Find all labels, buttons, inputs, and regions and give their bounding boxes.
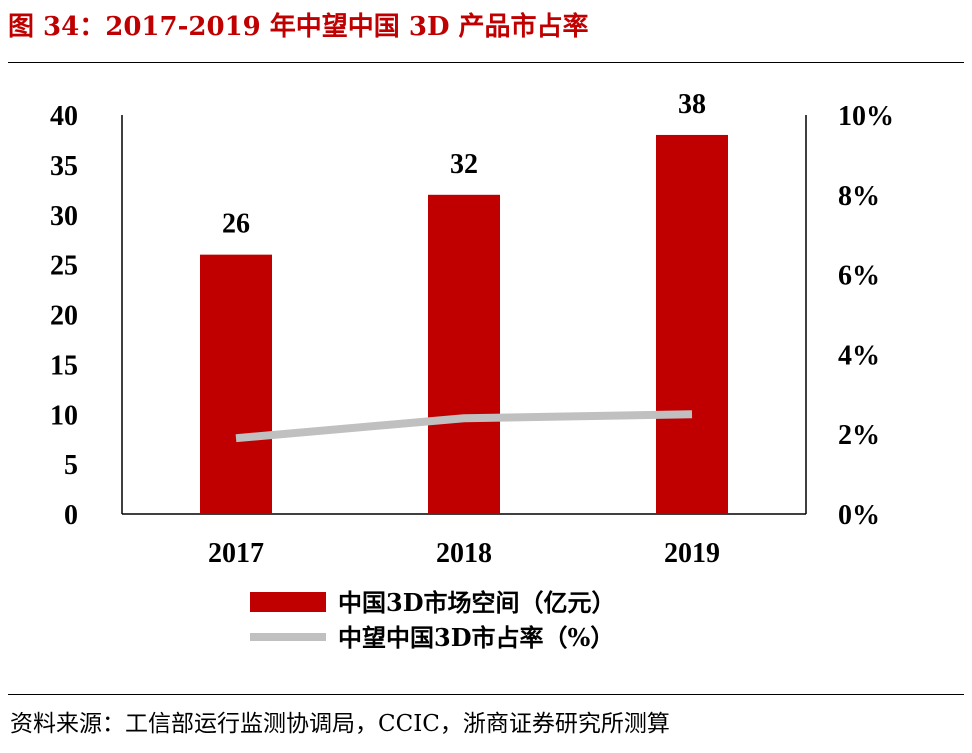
bar [656,134,728,514]
legend-swatch-bar [250,592,326,612]
bar [428,194,500,515]
left-tick-label: 20 [50,301,78,332]
right-tick-label: 4% [838,340,880,371]
x-tick-label: 2019 [664,538,720,569]
right-tick-label: 6% [838,261,880,292]
left-tick-label: 0 [64,500,78,531]
right-tick-label: 8% [838,181,880,212]
left-tick-label: 25 [50,251,78,282]
chart: 26 32 38 0 5 10 15 20 25 30 35 40 0% 2% 4% 6% 8% 10% 20… [50,89,894,652]
left-tick-label: 15 [50,350,78,381]
right-tick-label: 10% [838,101,894,132]
left-tick-label: 35 [50,151,78,182]
title-divider [8,62,964,63]
bar-value-label: 26 [222,209,250,240]
left-tick-label: 40 [50,101,78,132]
legend-label-line: 中望中国3D市占率（%） [338,623,614,652]
line-series [235,410,693,443]
legend: 中国3D市场空间（亿元） 中望中国3D市占率（%） [250,588,616,652]
source-divider [8,694,964,695]
left-axis-ticks: 0 5 10 15 20 25 30 35 40 [50,101,78,531]
right-axis-ticks: 0% 2% 4% 6% 8% 10% [838,101,894,531]
chart-title: 图 34：2017-2019 年中望中国 3D 产品市占率 [8,12,589,42]
x-tick-label: 2018 [436,538,492,569]
left-tick-label: 5 [64,450,78,481]
left-tick-label: 10 [50,400,78,431]
right-tick-label: 2% [838,420,880,451]
right-tick-label: 0% [838,500,880,531]
left-tick-label: 30 [50,201,78,232]
x-tick-label: 2017 [208,538,264,569]
bar [200,254,272,514]
bar-value-label: 38 [678,89,706,120]
bar-value-label: 32 [450,149,478,180]
x-axis-ticks: 2017 2018 2019 [208,538,720,569]
bar-series [200,134,728,515]
data-labels: 26 32 38 [222,89,706,240]
legend-label-bar: 中国3D市场空间（亿元） [338,588,616,617]
source-note: 资料来源：工信部运行监测协调局，CCIC，浙商证券研究所测算 [10,711,670,737]
